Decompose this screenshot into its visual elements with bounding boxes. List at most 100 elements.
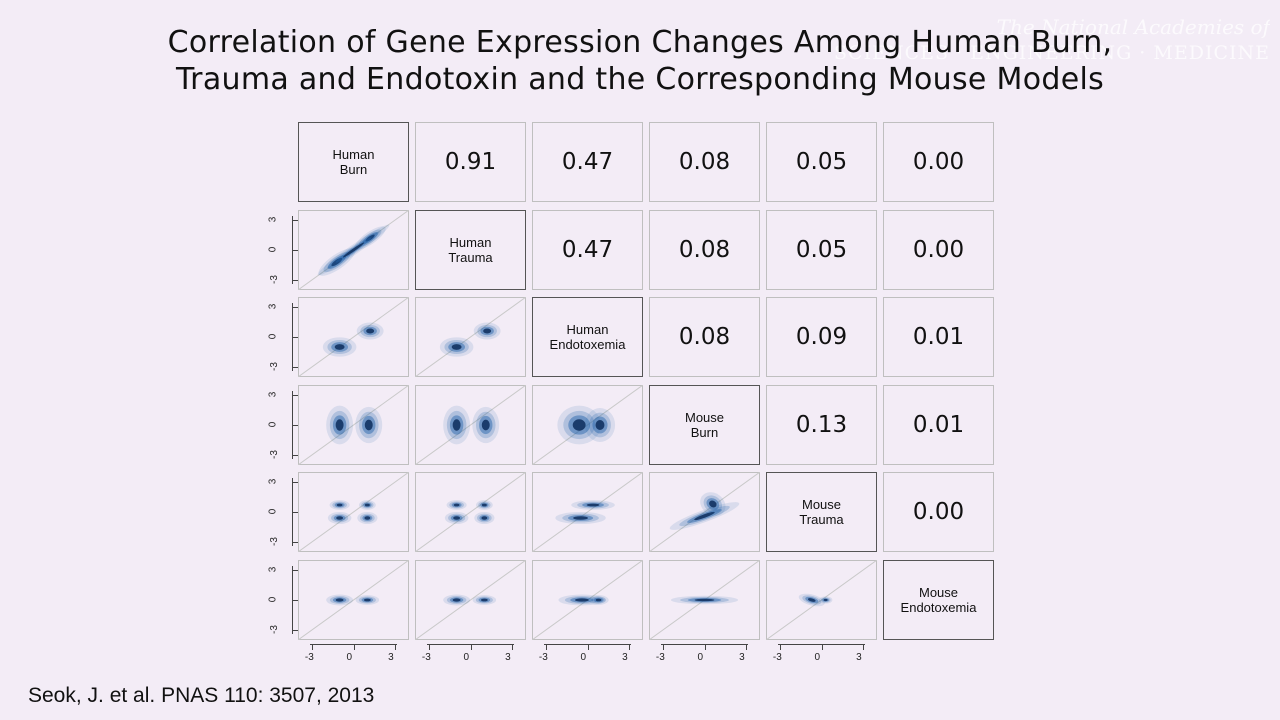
x-tick-label: -3 bbox=[304, 651, 314, 663]
x-tick-mark bbox=[353, 643, 355, 650]
density-blob bbox=[366, 328, 375, 334]
variable-label-line: Endotoxemia bbox=[549, 337, 626, 352]
x-tick-label: 3 bbox=[856, 651, 862, 663]
density-blob bbox=[364, 419, 373, 430]
reference-line bbox=[298, 297, 409, 377]
x-tick-label: 3 bbox=[388, 651, 394, 663]
density-scatter bbox=[415, 472, 526, 552]
y-tick-mark bbox=[292, 542, 298, 543]
x-tick-mark bbox=[512, 643, 514, 650]
density-blob bbox=[481, 503, 487, 507]
density-blob bbox=[452, 597, 461, 602]
reference-line bbox=[532, 384, 643, 465]
correlation-value: 0.00 bbox=[912, 236, 965, 263]
correlation-value: 0.05 bbox=[795, 236, 848, 263]
y-tick-label: 3 bbox=[267, 216, 279, 222]
scatter-cell bbox=[298, 209, 409, 290]
x-tick-label: 0 bbox=[346, 651, 353, 663]
x-tick-label: -3 bbox=[538, 651, 548, 663]
density-blob bbox=[481, 419, 490, 430]
y-tick-label: 0 bbox=[267, 246, 279, 252]
scatter-cell bbox=[298, 384, 409, 465]
x-tick-label: 0 bbox=[580, 651, 587, 663]
x-axis-line bbox=[544, 643, 631, 645]
y-axis-line bbox=[292, 303, 293, 371]
density-scatter bbox=[298, 297, 409, 377]
density-blob bbox=[336, 503, 343, 507]
variable-label-line: Mouse bbox=[801, 497, 842, 512]
density-blob bbox=[365, 234, 375, 241]
y-tick-mark bbox=[292, 394, 298, 396]
variable-label: Human Trauma bbox=[415, 210, 526, 290]
x-axis-line bbox=[310, 643, 397, 645]
diagonal-cell bbox=[532, 297, 643, 377]
x-tick-label: 0 bbox=[697, 651, 704, 663]
density-blob bbox=[336, 516, 344, 520]
y-tick-mark bbox=[292, 569, 298, 571]
correlation-value: 0.00 bbox=[912, 149, 965, 175]
y-tick-mark bbox=[292, 599, 298, 601]
scatter-cell bbox=[415, 384, 526, 465]
x-tick-mark bbox=[746, 643, 748, 650]
density-blob bbox=[480, 598, 488, 601]
correlation-cell bbox=[883, 209, 994, 290]
scatter-cell bbox=[649, 472, 760, 552]
x-axis-line bbox=[427, 643, 514, 645]
density-blob bbox=[453, 503, 460, 507]
correlation-cell bbox=[649, 122, 760, 202]
y-tick-label: -3 bbox=[268, 537, 280, 546]
y-tick-label: 3 bbox=[267, 303, 279, 310]
scatter-cell bbox=[298, 559, 409, 640]
density-blob bbox=[575, 597, 589, 602]
density-scatter bbox=[766, 559, 877, 640]
density-blob bbox=[573, 516, 589, 520]
x-tick-mark bbox=[428, 643, 430, 650]
reference-line bbox=[415, 297, 526, 377]
variable-label-line: Trauma bbox=[799, 512, 844, 527]
correlation-cell bbox=[415, 122, 526, 202]
diagonal-cell bbox=[298, 122, 409, 202]
density-blob bbox=[335, 418, 344, 431]
correlation-cell bbox=[766, 297, 877, 377]
variable-label: Human Burn bbox=[298, 122, 409, 202]
x-tick-label: 0 bbox=[814, 651, 821, 663]
scatter-cell bbox=[415, 559, 526, 640]
density-scatter bbox=[532, 472, 643, 552]
y-tick-mark bbox=[292, 367, 298, 368]
variable-label-line: Human bbox=[332, 147, 375, 162]
density-blob bbox=[823, 598, 828, 601]
y-tick-label: 3 bbox=[267, 391, 279, 397]
x-tick-label: 3 bbox=[505, 651, 511, 663]
variable-label: Mouse Trauma bbox=[766, 472, 877, 552]
correlation-cell bbox=[766, 209, 877, 290]
variable-label: Mouse Burn bbox=[649, 385, 760, 465]
x-tick-mark bbox=[545, 643, 547, 650]
y-tick-label: -3 bbox=[268, 274, 280, 284]
correlation-value: 0.13 bbox=[795, 411, 848, 438]
reference-line bbox=[298, 384, 409, 465]
correlation-cell bbox=[766, 384, 877, 465]
correlation-value: 0.01 bbox=[912, 411, 965, 438]
density-scatter bbox=[298, 209, 409, 290]
density-blob bbox=[694, 598, 715, 601]
correlation-value: 0.08 bbox=[678, 324, 731, 350]
y-tick-label: 3 bbox=[267, 566, 279, 572]
correlation-value: 0.47 bbox=[561, 149, 614, 175]
density-blob bbox=[342, 242, 365, 257]
variable-label-line: Trauma bbox=[448, 249, 493, 265]
density-blob bbox=[363, 598, 371, 601]
y-axis-line bbox=[292, 565, 293, 634]
x-axis-line bbox=[778, 643, 865, 645]
scatter-cell bbox=[532, 384, 643, 465]
scatter-cell bbox=[298, 472, 409, 552]
scatter-cell bbox=[532, 559, 643, 640]
watermark-line1: The National Academies of bbox=[996, 15, 1270, 39]
scatter-cell bbox=[649, 559, 760, 640]
y-tick-mark bbox=[292, 279, 298, 281]
density-blob bbox=[364, 503, 370, 507]
correlation-cell bbox=[532, 209, 643, 290]
y-tick-mark bbox=[292, 482, 298, 483]
x-tick-label: -3 bbox=[421, 651, 431, 663]
density-blob bbox=[483, 328, 492, 334]
x-tick-mark bbox=[395, 643, 397, 650]
